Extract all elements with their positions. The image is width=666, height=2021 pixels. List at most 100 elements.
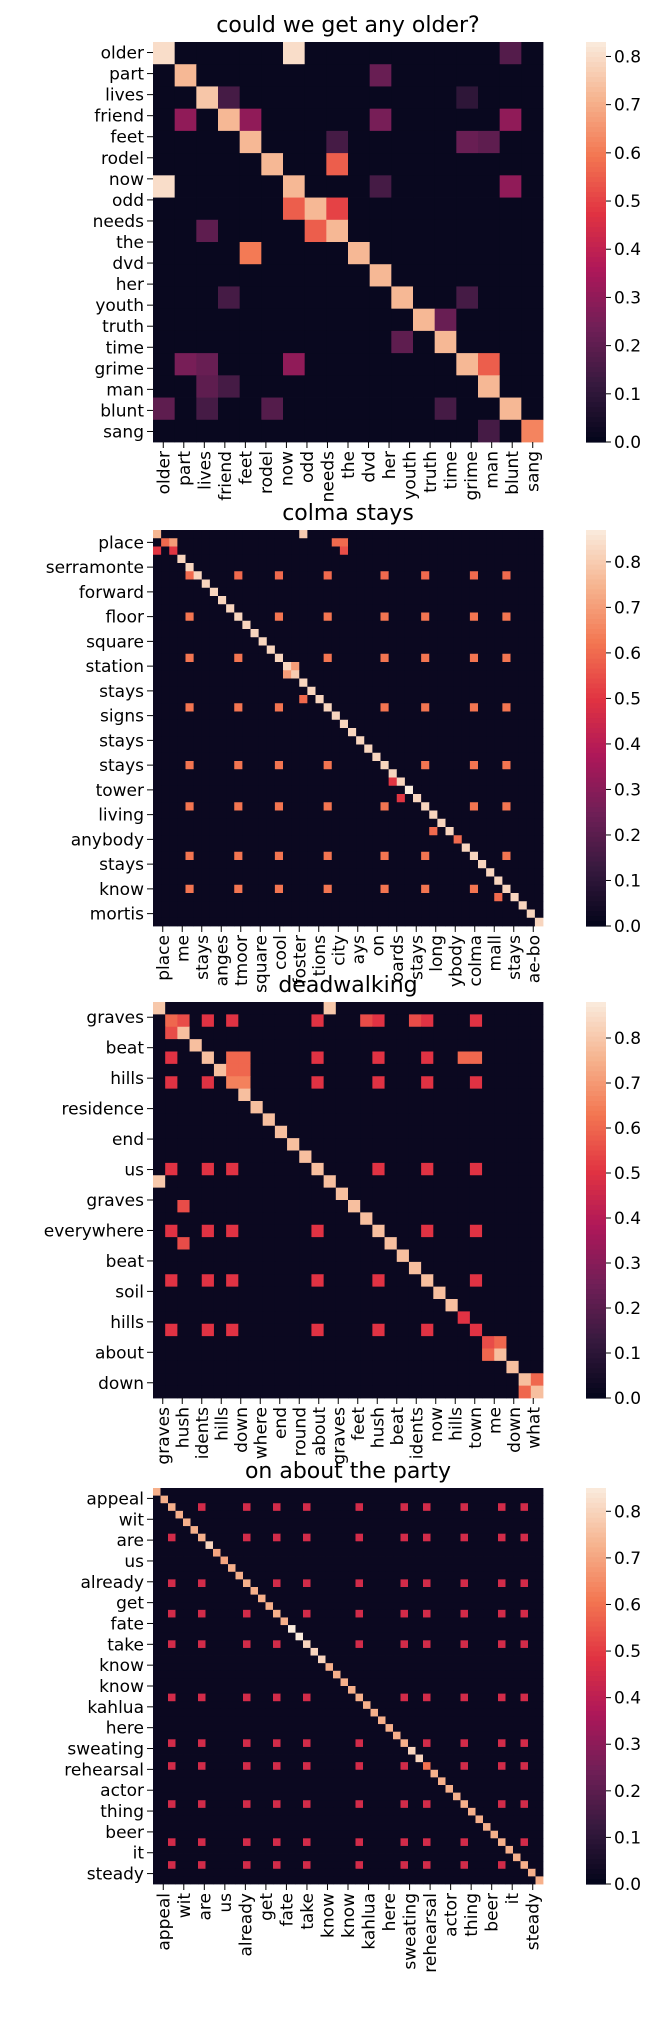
heatmap-cell: [438, 1495, 446, 1504]
heatmap-cell: [453, 835, 463, 844]
heatmap-cell: [460, 1495, 469, 1504]
heatmap-cell: [250, 1138, 264, 1151]
heatmap-cell: [513, 1556, 521, 1565]
heatmap-cell: [218, 64, 241, 87]
heatmap-cell: [421, 909, 430, 919]
heatmap-cell: [201, 1187, 215, 1201]
heatmap-cell: [445, 1175, 459, 1189]
heatmap-cell: [258, 662, 268, 671]
heatmap-cell: [486, 587, 495, 597]
heatmap-cell: [396, 769, 406, 778]
heatmap-cell: [315, 604, 325, 613]
heatmap-cell: [274, 736, 284, 745]
colorbar-segment: [586, 1130, 606, 1137]
heatmap-cell: [331, 761, 341, 770]
heatmap-cell: [258, 827, 268, 836]
heatmap-cell: [429, 695, 438, 704]
heatmap-cell: [234, 810, 243, 820]
heatmap-cell: [307, 744, 316, 754]
heatmap-cell: [521, 197, 544, 221]
heatmap-cell: [209, 538, 219, 547]
heatmap-cell: [280, 1533, 289, 1542]
heatmap-cell: [274, 728, 284, 737]
heatmap-cell: [287, 1274, 300, 1288]
heatmap-cell: [226, 1063, 239, 1077]
heatmap-cell: [288, 1587, 296, 1596]
heatmap-cell: [295, 1510, 304, 1519]
heatmap-cell: [250, 1002, 264, 1015]
heatmap-cell: [388, 901, 398, 910]
heatmap-cell: [453, 893, 463, 902]
heatmap-cell: [461, 596, 471, 605]
heatmap-cell: [193, 678, 203, 688]
heatmap-cell: [369, 219, 392, 243]
heatmap-cell: [315, 901, 325, 910]
heatmap-cell: [518, 1026, 532, 1040]
heatmap-cell: [478, 917, 487, 927]
heatmap-cell: [380, 620, 390, 630]
heatmap-cell: [372, 884, 381, 894]
heatmap-cell: [518, 637, 528, 646]
colorbar-segment: [586, 1249, 606, 1256]
heatmap-cell: [378, 1518, 386, 1527]
heatmap-cell: [437, 686, 446, 696]
heatmap-cell: [429, 901, 438, 910]
heatmap-cell: [348, 1274, 361, 1288]
heatmap-cell: [291, 670, 300, 679]
heatmap-cell: [201, 1088, 215, 1102]
heatmap-cell: [356, 563, 365, 572]
heatmap-cell: [153, 596, 162, 605]
heatmap-cell: [518, 1373, 532, 1387]
heatmap-cell: [372, 1249, 385, 1263]
heatmap-cell: [213, 1385, 227, 1399]
heatmap-cell: [185, 579, 195, 589]
heatmap-cell: [291, 629, 300, 638]
heatmap-cell: [494, 604, 503, 613]
heatmap-cell: [423, 1510, 431, 1519]
heatmap-cell: [475, 1526, 484, 1535]
heatmap-cell: [262, 1076, 276, 1090]
heatmap-cell: [396, 1063, 410, 1077]
heatmap-cell: [413, 604, 422, 613]
heatmap-cell: [453, 777, 463, 787]
heatmap-cell: [445, 1138, 459, 1151]
heatmap-cell: [499, 419, 522, 443]
heatmap-cell: [478, 785, 487, 795]
heatmap-cell: [291, 653, 300, 663]
heatmap-cell: [325, 1594, 334, 1603]
heatmap-cell: [340, 1602, 349, 1611]
heatmap-cell: [518, 670, 528, 679]
heatmap-cell: [323, 818, 333, 828]
heatmap-cell: [513, 1541, 521, 1550]
heatmap-cell: [299, 818, 308, 828]
heatmap-cell: [494, 637, 503, 646]
heatmap-cell: [456, 42, 479, 65]
heatmap-cell: [331, 686, 341, 696]
heatmap-cell: [486, 860, 495, 869]
heatmap-cell: [274, 612, 284, 622]
heatmap-cell: [242, 769, 251, 778]
heatmap-cell: [408, 1385, 422, 1399]
heatmap-cell: [518, 728, 528, 737]
heatmap-cell: [201, 695, 211, 704]
heatmap-cell: [494, 1311, 507, 1325]
heatmap-cell: [218, 827, 227, 836]
heatmap-cell: [303, 1571, 311, 1580]
colorbar-segment: [586, 387, 606, 393]
heatmap-cell: [174, 64, 197, 87]
heatmap-cell: [291, 876, 300, 886]
heatmap-cell: [258, 1503, 266, 1512]
heatmap-cell: [307, 860, 316, 869]
heatmap-cell: [274, 810, 284, 820]
heatmap-cell: [372, 1187, 385, 1201]
heatmap-cell: [408, 1503, 416, 1512]
heatmap-cell: [209, 794, 219, 803]
heatmap-cell: [258, 538, 268, 547]
heatmap-cell: [340, 1571, 349, 1580]
heatmap-cell: [261, 42, 284, 65]
heatmap-cell: [510, 761, 520, 770]
colorbar-segment: [586, 544, 606, 551]
heatmap-cell: [348, 330, 371, 354]
heatmap-cell: [250, 1336, 264, 1349]
heatmap-cell: [177, 1274, 190, 1288]
